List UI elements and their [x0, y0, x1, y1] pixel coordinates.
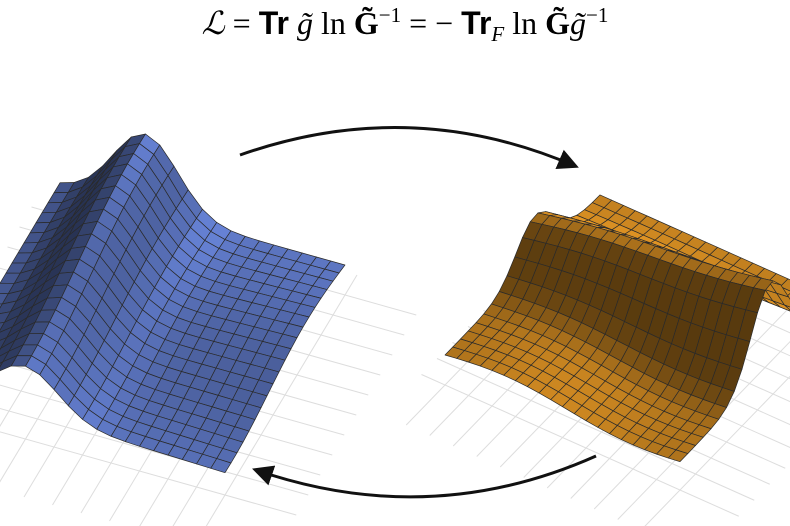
floor-line	[0, 431, 297, 516]
equation: ℒ = Tr g̃ ln G̃−1 = − TrF ln G̃g̃−1	[202, 3, 609, 46]
floor-line	[421, 374, 739, 517]
eq-symbol: ln	[512, 5, 537, 41]
surfaces	[0, 133, 790, 474]
floor-line	[644, 375, 790, 526]
floor-line	[436, 358, 755, 501]
surface-cell	[667, 449, 689, 463]
surface-cell	[779, 278, 790, 292]
eq-symbol: G̃	[545, 5, 570, 41]
eq-symbol: ℒ	[202, 5, 226, 41]
eq-symbol: =	[409, 5, 427, 41]
surface-cell	[210, 458, 232, 474]
eq-symbol: =	[233, 5, 251, 41]
eq-symbol: Tr	[259, 5, 289, 41]
eq-symbol: ln	[321, 5, 346, 41]
eq-symbol: g̃	[570, 5, 586, 41]
floor-line	[0, 407, 309, 496]
arrow-back	[252, 454, 597, 499]
eq-symbol: G̃	[354, 5, 379, 41]
eq-symbol: −	[435, 5, 453, 41]
eq-symbol: −1	[586, 3, 608, 27]
eq-symbol: g̃	[297, 5, 313, 41]
eq-symbol: −1	[379, 3, 401, 27]
eq-symbol: F	[490, 22, 504, 46]
arrow-forward	[239, 126, 579, 170]
floor-line	[205, 274, 358, 526]
surface-cell	[784, 304, 790, 311]
eq-symbol: Tr	[461, 5, 491, 41]
